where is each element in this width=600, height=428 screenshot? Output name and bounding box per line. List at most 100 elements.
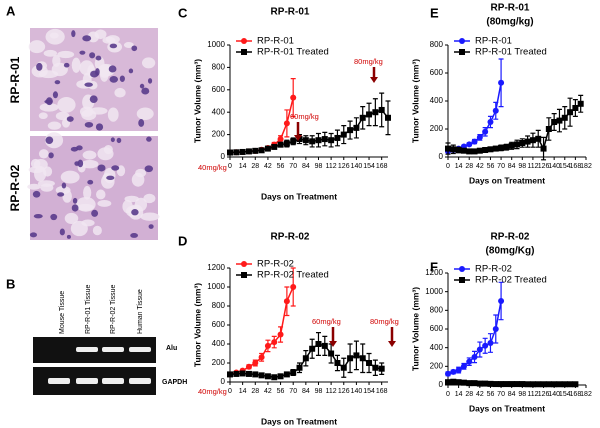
data-point bbox=[577, 100, 584, 107]
data-point bbox=[540, 145, 547, 152]
x-tick-label: 98 bbox=[518, 391, 526, 398]
data-point bbox=[487, 340, 494, 346]
data-point bbox=[271, 143, 278, 150]
x-tick-label: 154 bbox=[363, 388, 375, 395]
cell-vacuole bbox=[143, 193, 156, 204]
x-tick-label: 154 bbox=[363, 163, 375, 170]
x-tick-label: 140 bbox=[548, 391, 560, 398]
data-point bbox=[460, 363, 467, 370]
annotation: 80mg/kg bbox=[354, 57, 383, 66]
x-axis-title: Days on Treatment bbox=[261, 416, 337, 426]
data-point bbox=[471, 148, 478, 155]
data-point bbox=[258, 147, 265, 154]
data-point bbox=[264, 145, 271, 152]
cell-nucleus bbox=[130, 233, 139, 238]
cell-nucleus bbox=[131, 45, 138, 52]
data-point bbox=[264, 342, 271, 349]
x-tick-label: 0 bbox=[228, 163, 232, 170]
data-point bbox=[471, 354, 478, 360]
cell-nucleus bbox=[89, 52, 96, 59]
cell-vacuole bbox=[122, 199, 133, 214]
data-point bbox=[466, 141, 473, 148]
data-point bbox=[556, 381, 563, 388]
x-tick-label: 182 bbox=[580, 391, 592, 398]
data-point bbox=[450, 146, 457, 153]
x-tick-label: 0 bbox=[228, 388, 232, 395]
y-tick-label: 600 bbox=[430, 324, 444, 333]
cell-vacuole bbox=[123, 41, 134, 48]
cell-nucleus bbox=[33, 213, 43, 219]
cell-vacuole bbox=[64, 212, 79, 225]
data-point bbox=[519, 140, 526, 146]
data-point bbox=[239, 148, 246, 155]
x-tick-label: 42 bbox=[476, 391, 484, 398]
data-point bbox=[545, 126, 552, 132]
data-point bbox=[471, 138, 478, 145]
cell-nucleus bbox=[106, 175, 115, 181]
x-tick-label: 28 bbox=[251, 388, 259, 395]
cell-nucleus bbox=[32, 190, 41, 198]
x-tick-label: 0 bbox=[446, 163, 450, 170]
data-point bbox=[378, 365, 385, 372]
legend-label: RP-R-02 Treated bbox=[475, 275, 547, 286]
panel-label: RP-R-01 bbox=[8, 56, 22, 103]
data-point bbox=[492, 381, 499, 388]
data-point bbox=[340, 131, 347, 138]
data-point bbox=[296, 136, 303, 143]
y-tick-label: 200 bbox=[212, 358, 226, 367]
data-point bbox=[551, 381, 558, 388]
legend-label: RP-R-02 bbox=[475, 264, 512, 275]
data-point bbox=[503, 144, 510, 151]
data-point bbox=[572, 105, 579, 111]
gel-band bbox=[76, 347, 98, 352]
data-point bbox=[561, 381, 568, 388]
x-axis-title: Days on Treatment bbox=[261, 191, 337, 201]
cell-nucleus bbox=[87, 179, 94, 185]
x-tick-label: 112 bbox=[527, 391, 538, 398]
data-point bbox=[334, 360, 341, 366]
y-tick-label: 1000 bbox=[207, 40, 225, 49]
data-point bbox=[503, 381, 510, 388]
data-point bbox=[545, 381, 552, 388]
y-tick-label: 400 bbox=[430, 343, 444, 352]
annotation-arrowhead bbox=[370, 77, 378, 83]
cell-vacuole bbox=[38, 149, 49, 159]
data-point bbox=[482, 380, 489, 387]
x-tick-label: 84 bbox=[508, 163, 516, 170]
data-point bbox=[482, 342, 489, 349]
data-point bbox=[572, 381, 579, 388]
cell-vacuole bbox=[43, 49, 58, 57]
data-point bbox=[328, 137, 335, 144]
x-tick-label: 98 bbox=[315, 163, 323, 170]
cell-nucleus bbox=[109, 43, 118, 49]
cell-vacuole bbox=[60, 170, 80, 184]
cell-nucleus bbox=[61, 182, 67, 189]
data-point bbox=[309, 345, 316, 352]
y-axis-title: Tumor Volume (mm³) bbox=[192, 283, 202, 367]
y-tick-label: 1200 bbox=[207, 263, 225, 272]
data-point bbox=[283, 140, 290, 147]
y-tick-label: 800 bbox=[430, 305, 444, 314]
cell-vacuole bbox=[140, 212, 160, 221]
legend-marker bbox=[459, 49, 465, 55]
data-point bbox=[508, 142, 515, 149]
cell-vacuole bbox=[39, 103, 59, 112]
data-point bbox=[567, 381, 574, 388]
data-point bbox=[366, 111, 373, 118]
data-point bbox=[258, 354, 265, 361]
cell-vacuole bbox=[57, 50, 75, 59]
x-tick-label: 70 bbox=[289, 388, 297, 395]
annotation-arrowhead bbox=[294, 135, 302, 141]
data-point bbox=[283, 120, 290, 127]
data-point bbox=[455, 379, 462, 386]
y-tick-label: 200 bbox=[430, 361, 444, 370]
y-tick-label: 800 bbox=[212, 301, 226, 310]
annotation: 60mg/kg bbox=[290, 112, 319, 121]
cell-nucleus bbox=[95, 123, 104, 131]
data-point bbox=[353, 352, 360, 359]
lane-label: RP-R-01 Tissue bbox=[85, 284, 92, 334]
band-label: Alu bbox=[166, 345, 177, 352]
data-point bbox=[455, 147, 462, 153]
cell-nucleus bbox=[50, 213, 58, 221]
cell-vacuole bbox=[141, 57, 156, 69]
